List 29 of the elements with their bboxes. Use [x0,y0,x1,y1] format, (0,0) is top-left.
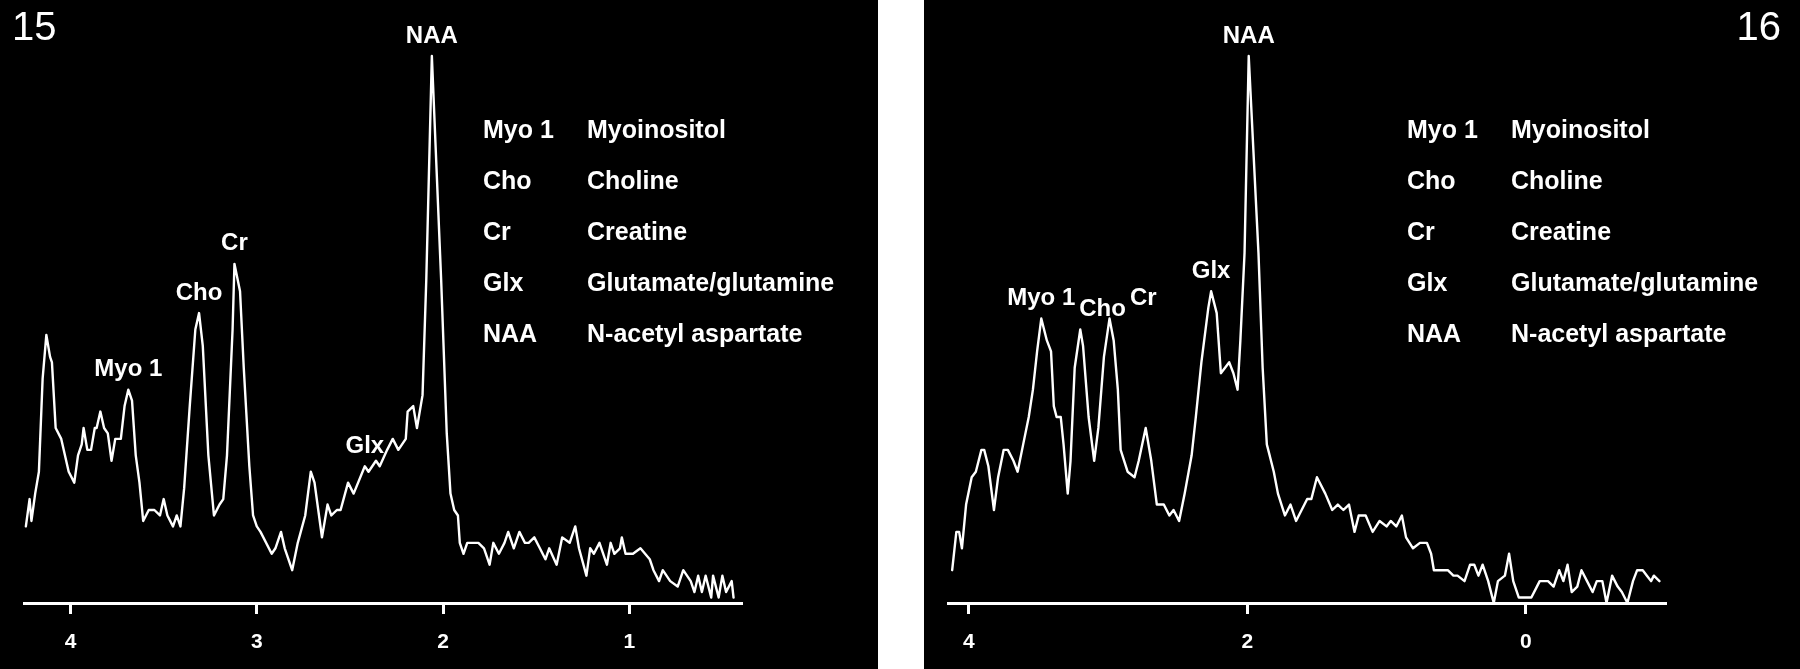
text: 15 [12,3,57,49]
text: Glx Glutamate/glutamine [483,268,835,296]
annotation: NAA [405,20,458,48]
annotation: Cho [1079,294,1126,322]
annotation: Cho [175,277,223,305]
text: Glx Glutamate/glutamine [1407,268,1759,296]
text: 16 [1736,3,1781,49]
x-tick-label: 2 [1241,629,1254,653]
x-tick-label: 1 [623,629,636,653]
text: Myo 1 Myoinositol [483,115,726,143]
text: Cr Creatine [1407,217,1612,245]
x-tick-label: 4 [963,629,976,653]
annotation: Myo 1 [1007,283,1076,311]
x-tick-label: 4 [64,629,77,653]
x-tick-label: 2 [437,629,449,653]
text: Myo 1 Myoinositol [1407,115,1650,143]
annotation: Myo 1 [94,354,163,382]
annotation: Glx [1191,255,1232,283]
annotation: NAA [1222,20,1275,48]
annotation: Cr [221,228,248,256]
x-tick-label: 0 [1519,629,1532,653]
annotation: Glx [345,430,385,458]
text: Cho Choline [1407,166,1603,194]
text: Cho Choline [483,166,679,194]
text: NAA N-acetyl aspartate [483,319,803,347]
text: Cr Creatine [483,217,688,245]
text: NAA N-acetyl aspartate [1407,319,1727,347]
x-tick-label: 3 [250,629,263,653]
annotation: Cr [1129,283,1157,311]
